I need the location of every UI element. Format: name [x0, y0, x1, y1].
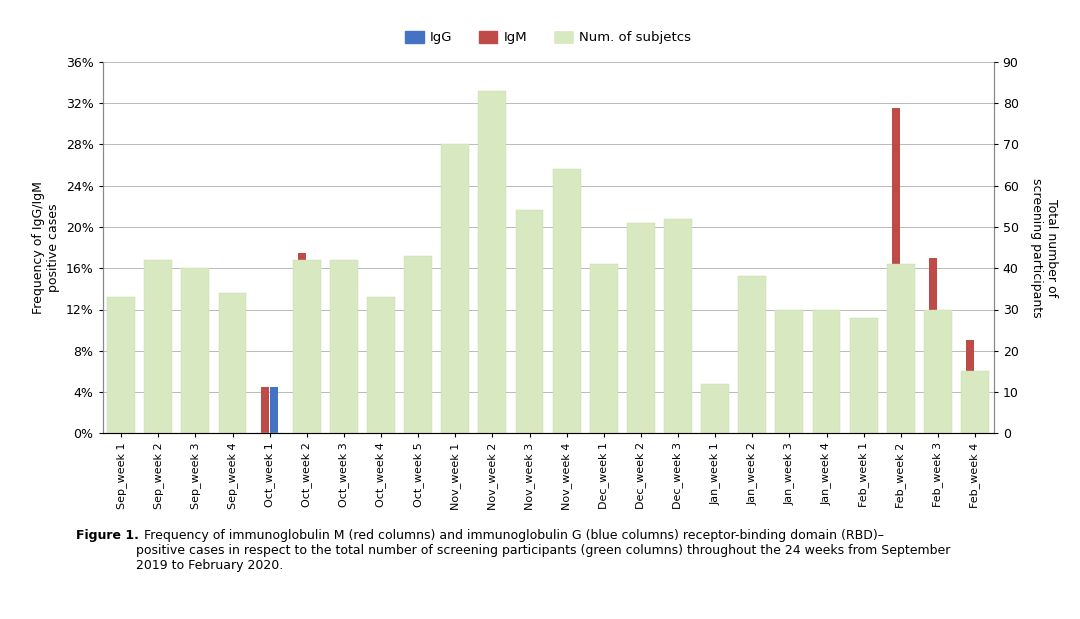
Bar: [855, 345, 863, 433]
Bar: [558, 397, 566, 433]
Bar: [442, 144, 469, 433]
Bar: [145, 260, 172, 433]
Bar: [107, 297, 135, 433]
Bar: [627, 223, 654, 433]
Bar: [605, 392, 612, 433]
Bar: [642, 392, 649, 433]
Y-axis label: Frequency of IgG/IgM
positive cases: Frequency of IgG/IgM positive cases: [32, 181, 60, 314]
Bar: [308, 351, 315, 433]
Bar: [781, 325, 788, 433]
Text: Figure 1.: Figure 1.: [76, 529, 138, 542]
Bar: [484, 299, 491, 433]
Bar: [818, 325, 826, 433]
Bar: [409, 274, 417, 433]
Bar: [590, 264, 618, 433]
Bar: [939, 382, 946, 433]
Bar: [887, 264, 915, 433]
Bar: [224, 294, 232, 433]
Y-axis label: Total number of
screening participants: Total number of screening participants: [1029, 178, 1057, 318]
Bar: [218, 293, 246, 433]
Bar: [701, 384, 729, 433]
Bar: [961, 371, 989, 433]
Bar: [664, 219, 692, 433]
Bar: [270, 387, 279, 433]
Bar: [553, 169, 581, 433]
Bar: [181, 268, 210, 433]
Bar: [298, 253, 306, 433]
Bar: [530, 397, 538, 433]
Bar: [335, 263, 343, 433]
Bar: [293, 260, 321, 433]
Bar: [924, 310, 951, 433]
Bar: [929, 258, 937, 433]
Bar: [187, 284, 194, 433]
Bar: [827, 392, 835, 433]
Bar: [679, 407, 687, 433]
Bar: [850, 318, 878, 433]
Bar: [367, 297, 395, 433]
Bar: [892, 108, 900, 433]
Bar: [967, 340, 974, 433]
Bar: [744, 325, 752, 433]
Legend: IgG, IgM, Num. of subjetcs: IgG, IgM, Num. of subjetcs: [400, 26, 697, 50]
Bar: [775, 310, 804, 433]
Bar: [150, 310, 158, 433]
Text: Frequency of immunoglobulin M (red columns) and immunoglobulin G (blue columns) : Frequency of immunoglobulin M (red colum…: [136, 529, 950, 572]
Bar: [404, 256, 432, 433]
Bar: [330, 260, 357, 433]
Bar: [515, 210, 543, 433]
Bar: [595, 397, 603, 433]
Bar: [447, 325, 455, 433]
Bar: [670, 299, 677, 433]
Bar: [478, 91, 507, 433]
Bar: [739, 277, 766, 433]
Bar: [521, 376, 529, 433]
Bar: [812, 310, 840, 433]
Bar: [456, 418, 464, 433]
Bar: [373, 340, 380, 433]
Bar: [632, 392, 640, 433]
Bar: [791, 392, 798, 433]
Bar: [159, 356, 167, 433]
Bar: [567, 397, 576, 433]
Bar: [261, 387, 269, 433]
Bar: [112, 340, 120, 433]
